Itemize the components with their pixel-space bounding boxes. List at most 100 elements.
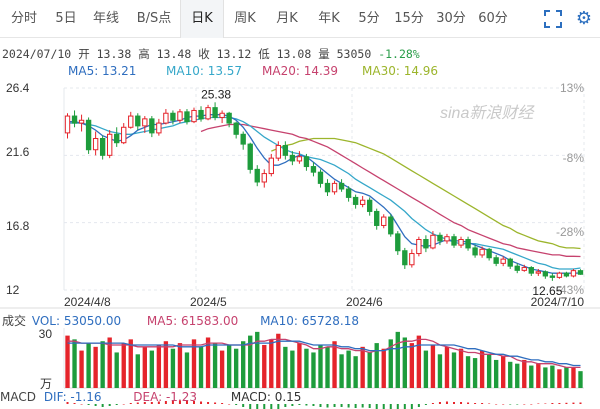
volume-bar [184, 352, 190, 388]
candle-down [374, 210, 380, 226]
volume-bar [472, 358, 478, 388]
macd-bar [249, 404, 252, 409]
candle-down [465, 239, 471, 249]
x-tick-label: 2024/5 [190, 295, 227, 309]
candle [303, 153, 310, 171]
volume-bar [437, 354, 443, 388]
candle-down [317, 171, 324, 184]
tab-5min[interactable]: 5分 [358, 10, 380, 26]
candle-up [142, 118, 148, 127]
candle-up [359, 199, 366, 205]
candles [64, 102, 584, 281]
candle-down [233, 122, 239, 135]
macd-bar [270, 404, 273, 409]
volume-bar [128, 339, 133, 388]
volume-bar [465, 356, 471, 388]
candle [219, 110, 225, 124]
candle-up [219, 112, 225, 118]
volume-ma10-line [67, 340, 581, 367]
macd-legend: MACD DIF: -1.16 DEA: -1.23 MACD: 0.15 [0, 390, 301, 404]
tab-monthly-k[interactable]: 月K [276, 10, 298, 26]
macd-bar [382, 404, 385, 409]
candle [226, 111, 232, 128]
volume-bar [515, 363, 520, 388]
volume-bar [493, 359, 499, 388]
x-tick-label: 2024/4/8 [64, 295, 111, 309]
price-tick-label: 16.8 [6, 219, 30, 233]
macd-bar [460, 402, 463, 404]
fullscreen-icon[interactable] [544, 10, 562, 28]
ma20-line [200, 123, 581, 258]
candle-down [99, 138, 106, 156]
candle [402, 247, 408, 269]
macd-dea: DEA: -1.23 [133, 390, 198, 404]
volume-bar [72, 339, 77, 388]
tab-intraday[interactable]: 分时 [10, 10, 37, 26]
macd-bar [361, 404, 364, 408]
macd-bar [438, 402, 441, 404]
candle [395, 231, 401, 255]
x-tick-label: 2024/7/10 [531, 295, 585, 309]
candle-down [366, 199, 373, 212]
candle [149, 116, 155, 138]
candle-up [106, 133, 113, 156]
volume-bar [297, 343, 302, 388]
price-tick-label: 26.4 [6, 81, 30, 95]
tab-yearline[interactable]: 年线 [92, 10, 119, 26]
candle [451, 233, 457, 248]
tab-bs-points[interactable]: B/S点 [136, 10, 172, 26]
volume-bars [65, 331, 583, 388]
macd-bar [453, 402, 455, 404]
candle [142, 116, 148, 133]
tab-60min[interactable]: 60分 [478, 10, 508, 26]
tab-30min[interactable]: 30分 [436, 10, 466, 26]
macd-bar [375, 404, 378, 409]
candle [521, 264, 527, 272]
candle [233, 121, 239, 139]
tab-15min[interactable]: 15分 [394, 10, 424, 26]
macd-bar [509, 404, 512, 405]
volume-bar [501, 356, 506, 388]
candle-up [409, 253, 415, 266]
tab-daily-k[interactable]: 日K [180, 0, 224, 38]
volume-bar [423, 350, 429, 388]
volume-bar [86, 343, 91, 388]
volume-bar [557, 369, 562, 388]
volume-bar [522, 359, 527, 388]
candle [331, 180, 338, 195]
macd-bar [424, 404, 427, 405]
candle-down [352, 196, 359, 205]
candle-up [268, 157, 274, 175]
info-vol-label: 量 [318, 47, 330, 61]
macd-bar [122, 404, 125, 405]
candle-up [205, 107, 211, 120]
volume-bar [550, 365, 555, 388]
candle [163, 109, 169, 125]
tab-5day[interactable]: 5日 [55, 10, 77, 26]
candle [500, 256, 506, 267]
candle [85, 117, 92, 154]
info-close: 13.12 [216, 47, 252, 61]
candle-down [528, 267, 534, 274]
candle [514, 263, 520, 274]
macd-bar [389, 404, 392, 409]
volume-bar [346, 350, 351, 388]
tab-yearly-k[interactable]: 年K [318, 10, 340, 26]
ma5-legend: MA5: 13.21 [68, 64, 137, 78]
volume-bar [409, 343, 415, 388]
candle-down [85, 119, 92, 151]
macd-bar [235, 404, 238, 405]
candle-up [570, 270, 577, 277]
macd-bar [417, 404, 420, 407]
candle [170, 110, 176, 125]
tab-weekly-k[interactable]: 周K [234, 10, 256, 26]
candle-down [184, 111, 190, 123]
candle-down [542, 271, 549, 277]
volume-bar [571, 367, 576, 388]
candle-up [191, 109, 197, 123]
candle [577, 269, 584, 275]
gear-icon[interactable]: ⚙ [575, 8, 592, 29]
volume-bar [529, 365, 534, 388]
candle-up [163, 112, 169, 124]
